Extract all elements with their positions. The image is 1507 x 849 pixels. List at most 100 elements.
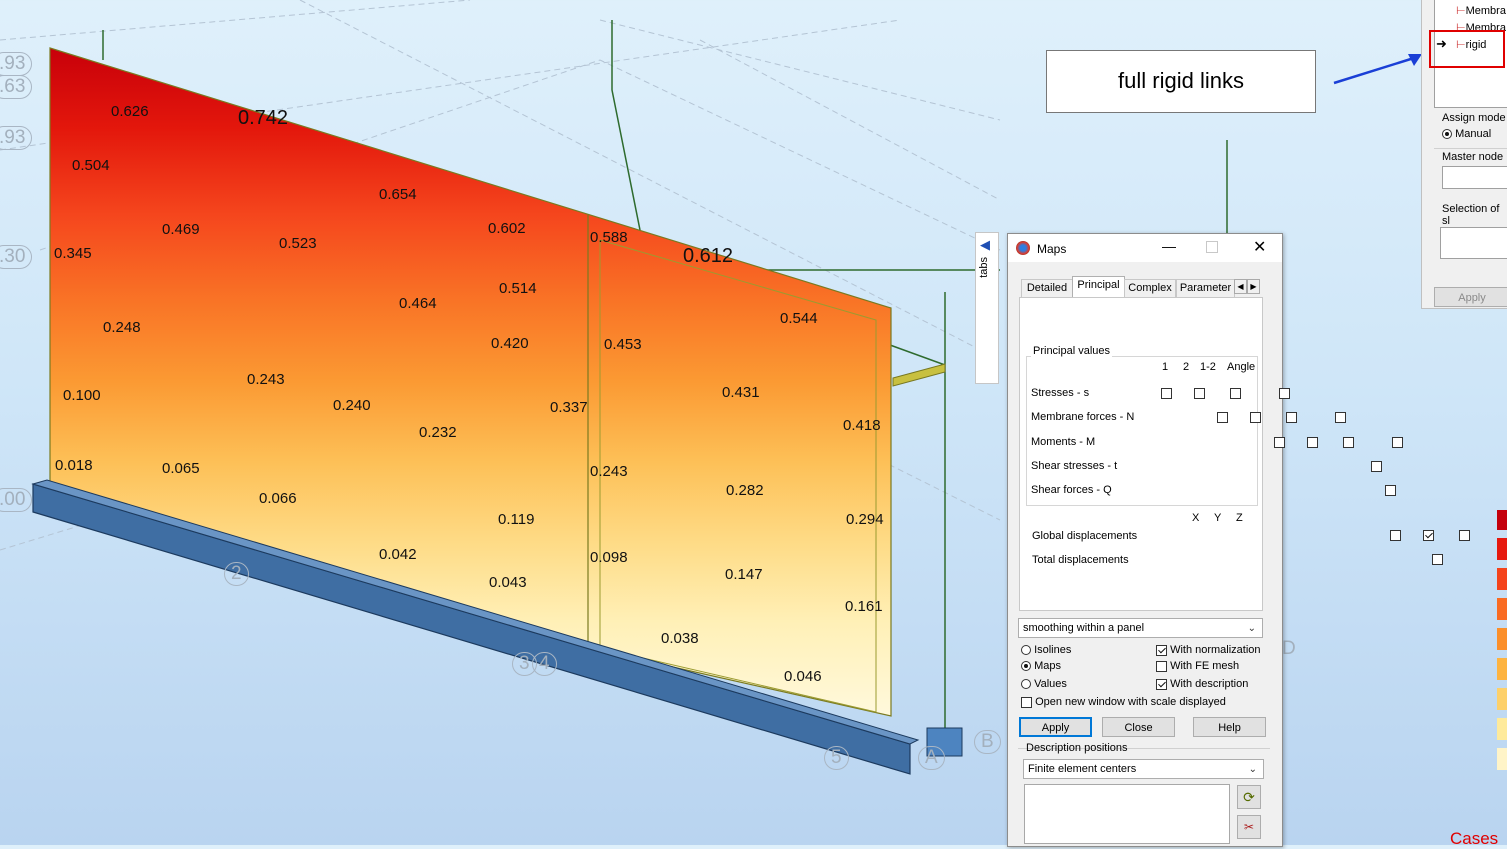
arrow-left-icon[interactable]: ◀ [980,237,990,252]
checkbox[interactable] [1286,411,1298,423]
with-description-checkbox[interactable]: With description [1156,678,1248,690]
maps-app-icon [1016,241,1030,255]
tab-detailed[interactable]: Detailed [1021,279,1073,297]
axis-label: A [918,746,945,770]
checkbox[interactable] [1306,436,1318,448]
maximize-icon[interactable] [1206,241,1218,253]
row-label-membrane: Membrane forces - N [1031,411,1135,423]
with-fe-mesh-checkbox[interactable]: With FE mesh [1156,660,1239,672]
column-header: 2 [1183,361,1190,373]
map-value: 0.248 [103,319,141,336]
tab-parameter[interactable]: Parameter [1176,279,1235,297]
column-header: Z [1236,512,1243,524]
map-value: 0.337 [550,399,588,416]
map-value: 0.100 [63,387,101,404]
maps-radio[interactable]: Maps [1021,660,1061,672]
checkbox[interactable] [1391,436,1403,448]
checkbox[interactable] [1335,411,1347,423]
principal-values-group [1026,356,1258,506]
tab-scroll-right-icon[interactable]: ▶ [1247,279,1260,294]
checkbox[interactable] [1161,387,1172,399]
row-label-shear-stresses: Shear stresses - t [1031,460,1118,472]
dialog-titlebar[interactable]: Maps — ✕ [1008,234,1282,262]
axis-label: .00 [0,488,33,512]
rigid-links-panel: ⊢Membra ⊢Membra ➜ ⊢rigid Assign mode Man… [1421,0,1507,309]
chevron-down-icon: ⌄ [1247,623,1256,634]
map-value: 0.742 [238,107,289,129]
description-positions-select[interactable]: Finite element centers ⌄ [1023,759,1264,779]
map-value: 0.161 [845,598,883,615]
total-disp-checkbox[interactable] [1432,553,1444,565]
axis-label: B [974,730,1001,754]
tree-item[interactable]: ⊢Membra [1456,5,1506,17]
map-value: 0.043 [489,574,527,591]
annotation-arrow [1333,54,1422,85]
checkbox[interactable] [1273,436,1285,448]
checkbox[interactable] [1384,484,1396,496]
row-label-moments: Moments - M [1031,436,1096,448]
checkbox[interactable] [1250,411,1262,423]
map-value: 0.588 [590,229,628,246]
axis-label: D [1282,638,1296,659]
description-list[interactable] [1024,784,1230,844]
map-value: 0.243 [247,371,285,388]
isolines-radio[interactable]: Isolines [1021,644,1071,656]
map-value: 0.523 [279,235,317,252]
map-value: 0.018 [55,457,93,474]
close-icon[interactable]: ✕ [1253,239,1267,256]
apply-button[interactable]: Apply [1434,287,1507,307]
checkbox[interactable] [1217,411,1229,423]
disp-z-checkbox[interactable] [1459,529,1470,541]
checkbox[interactable] [1230,387,1242,399]
close-button[interactable]: Close [1102,717,1175,737]
chevron-down-icon: ⌄ [1248,764,1257,775]
maps-dialog: Maps — ✕ Detailed Principal Complex Para… [1007,233,1470,849]
manual-radio[interactable]: Manual [1442,128,1491,140]
master-node-input[interactable] [1442,166,1507,189]
values-radio[interactable]: Values [1021,678,1067,690]
tab-complex[interactable]: Complex [1124,279,1176,297]
rigid-links-tree[interactable] [1434,0,1507,108]
with-normalization-checkbox[interactable]: With normalization [1156,644,1261,656]
minimize-icon[interactable]: — [1162,238,1176,254]
checkbox[interactable] [1342,436,1354,448]
checkbox[interactable] [1279,387,1291,399]
map-value: 0.038 [661,630,699,647]
disp-x-checkbox[interactable] [1389,529,1401,541]
tab-principal[interactable]: Principal [1072,276,1125,298]
column-header: Angle [1227,361,1256,373]
axis-label: .93 [0,126,33,150]
checkbox[interactable] [1194,387,1206,399]
scissors-icon[interactable]: ✂ [1237,815,1261,839]
selection-input[interactable] [1440,227,1507,259]
open-new-window-checkbox[interactable]: Open new window with scale displayed [1021,696,1226,708]
map-value: 0.654 [379,186,417,203]
tree-item-rigid[interactable]: ⊢rigid [1456,39,1487,51]
axis-label: .63 [0,75,33,99]
map-value: 0.602 [488,220,526,237]
selection-label: Selection of sl [1442,203,1500,227]
axis-label: .93 [0,52,33,76]
tab-scroll-left-icon[interactable]: ◀ [1234,279,1247,294]
help-button[interactable]: Help [1193,717,1266,737]
map-value: 0.418 [843,417,881,434]
map-value: 0.469 [162,221,200,238]
smoothing-select[interactable]: smoothing within a panel ⌄ [1018,618,1263,638]
disp-y-checkbox[interactable] [1422,529,1434,541]
refresh-icon[interactable]: ⟳ [1237,785,1261,809]
map-value: 0.098 [590,549,628,566]
description-group [1018,748,1270,849]
tabs-label: tabs [978,257,990,278]
checkbox[interactable] [1370,460,1382,472]
map-value: 0.065 [162,460,200,477]
description-positions-label: Description positions [1026,742,1128,754]
column-header: 1 [1162,361,1169,373]
assign-mode-label: Assign mode [1442,112,1506,124]
apply-button[interactable]: Apply [1019,717,1092,737]
column-header: X [1192,512,1200,524]
map-value: 0.119 [498,511,535,528]
tabs-strip[interactable]: ◀ tabs [975,232,999,384]
arrow-right-icon: ➜ [1436,36,1447,51]
